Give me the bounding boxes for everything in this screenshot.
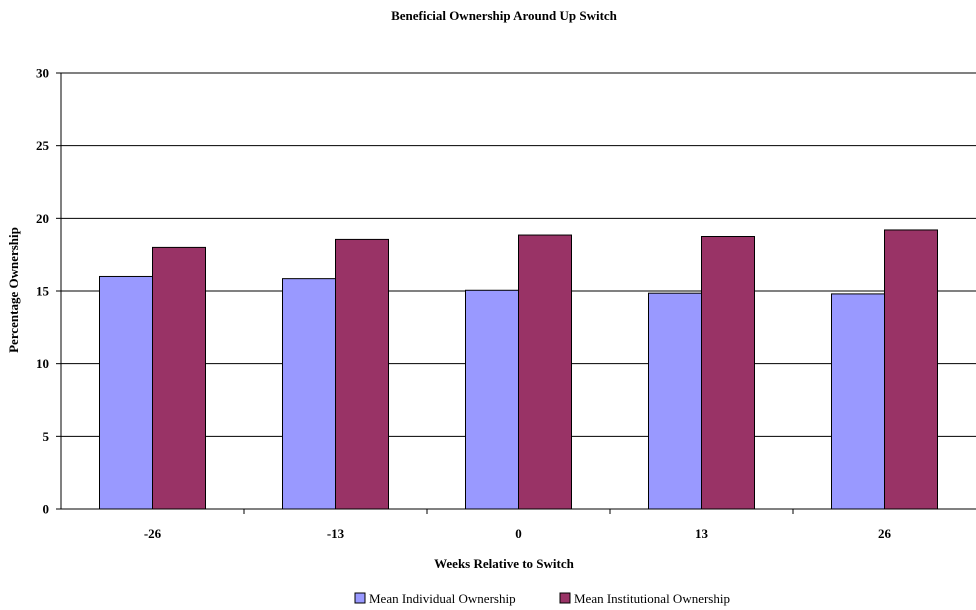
bars [99, 229, 938, 510]
x-tick-label: 13 [695, 526, 709, 541]
y-tick-labels: 0 5 10 15 20 25 30 [36, 66, 50, 517]
bar-institutional [884, 229, 938, 510]
legend-label: Mean Individual Ownership [369, 591, 516, 606]
chart-title: Beneficial Ownership Around Up Switch [391, 8, 618, 23]
x-tick-labels: -26 -13 0 13 26 [144, 526, 892, 541]
legend-swatch [354, 592, 366, 604]
bar-individual [831, 293, 885, 510]
legend-swatch [559, 592, 571, 604]
x-tick-label: -13 [327, 526, 345, 541]
y-tick-label: 15 [36, 284, 50, 299]
y-tick-label: 5 [43, 429, 50, 444]
y-tick-label: 10 [36, 356, 49, 371]
bar-institutional [152, 246, 206, 510]
bar-institutional [335, 238, 389, 510]
bar-institutional [701, 236, 755, 510]
y-tick-label: 30 [36, 66, 49, 81]
x-tick-label: -26 [144, 526, 162, 541]
bar-individual [648, 292, 702, 510]
legend-label: Mean Institutional Ownership [574, 591, 730, 606]
axes [56, 72, 976, 514]
x-tick-label: 26 [878, 526, 892, 541]
bar-individual [465, 289, 519, 510]
y-axis-label: Percentage Ownership [6, 227, 21, 353]
y-tick-label: 0 [43, 502, 50, 517]
bar-institutional [518, 234, 572, 510]
bar-individual [282, 278, 336, 510]
bar-individual [99, 275, 153, 510]
y-tick-label: 20 [36, 211, 49, 226]
x-tick-label: 0 [515, 526, 522, 541]
y-tick-label: 25 [36, 138, 50, 153]
x-axis-label: Weeks Relative to Switch [434, 556, 575, 571]
legend: Mean Individual Ownership Mean Institutio… [354, 591, 730, 606]
